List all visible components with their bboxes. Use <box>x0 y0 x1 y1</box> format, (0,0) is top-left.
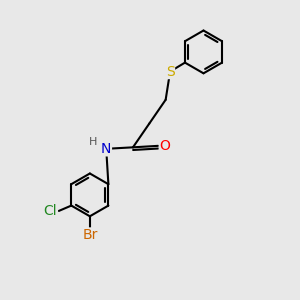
Text: N: N <box>101 142 111 156</box>
Text: H: H <box>88 137 97 147</box>
Text: O: O <box>159 139 170 153</box>
Text: Br: Br <box>82 228 98 242</box>
Text: S: S <box>166 64 175 79</box>
Text: Cl: Cl <box>44 204 57 218</box>
